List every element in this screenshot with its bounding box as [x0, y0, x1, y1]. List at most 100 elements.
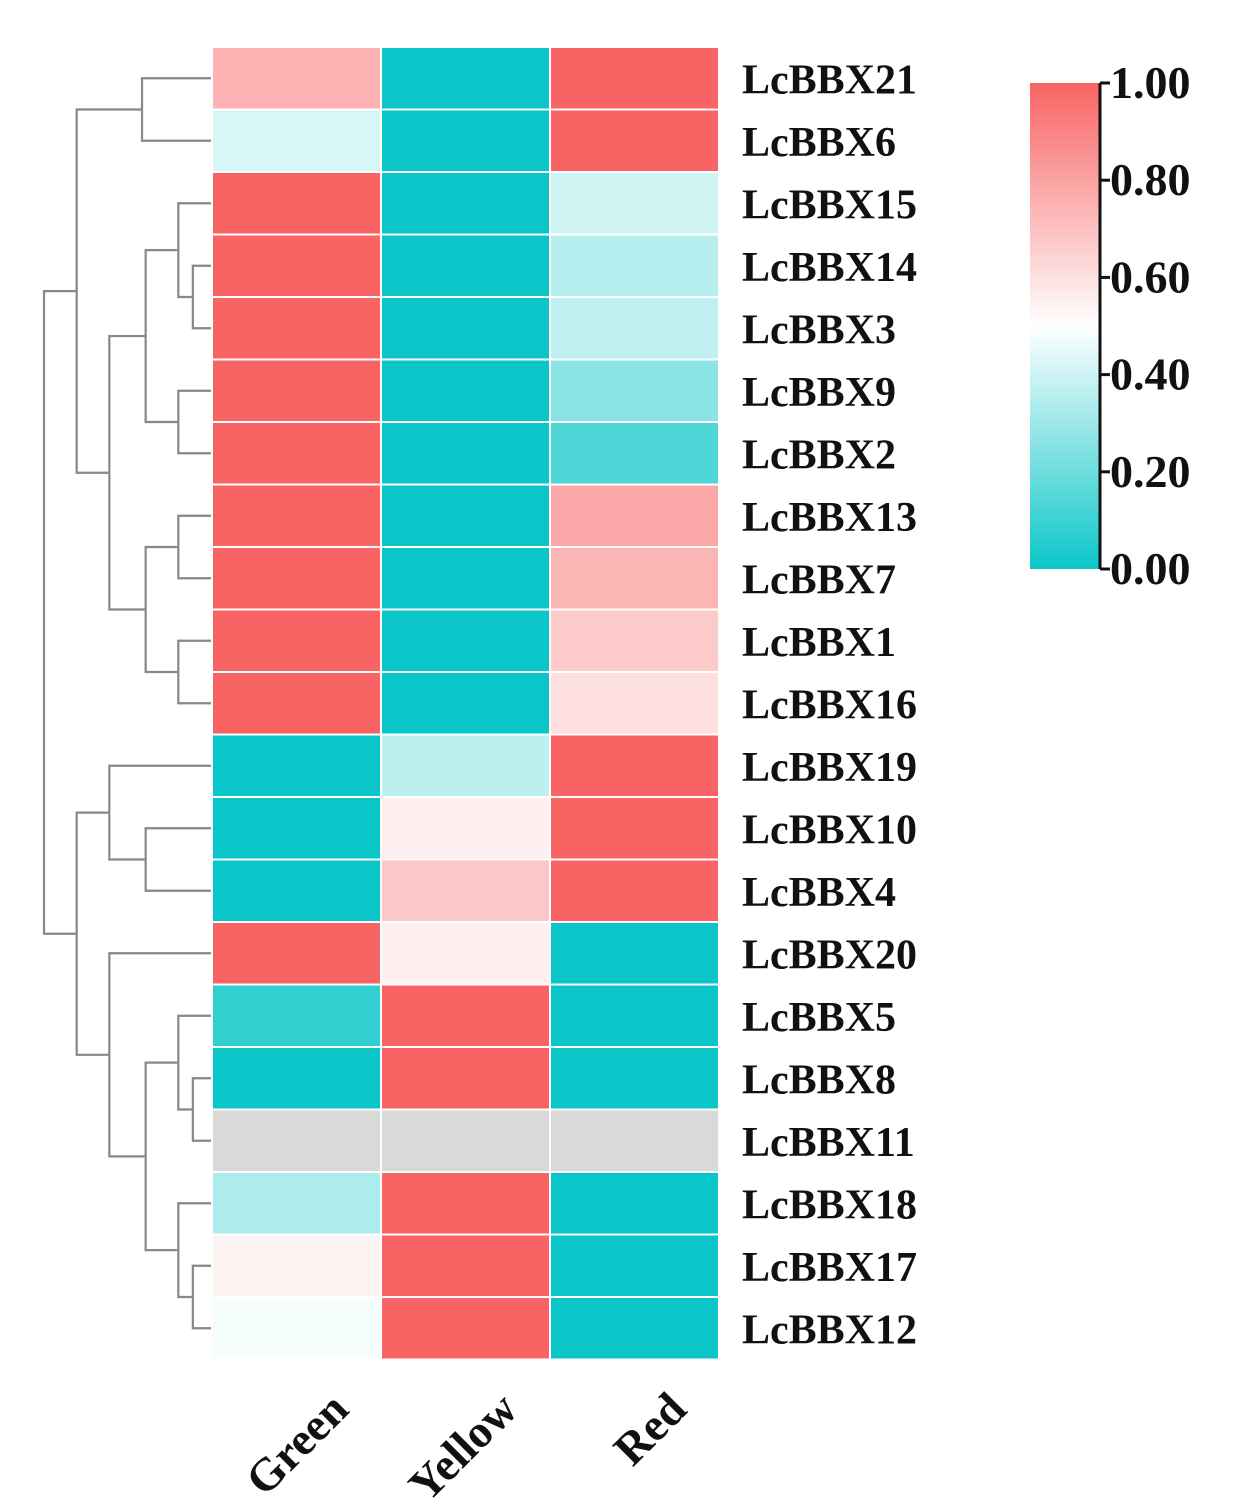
row-label: LcBBX7: [742, 557, 896, 603]
heatmap-cell-lcbbx18-red: [551, 1173, 718, 1234]
row-label: LcBBX18: [742, 1182, 917, 1228]
dendrogram-branch-13: [177, 1014, 211, 1111]
heatmap-cell-lcbbx9-yellow: [382, 360, 549, 421]
dendrogram-branch-19: [42, 290, 77, 935]
heatmap-cell-lcbbx19-red: [551, 735, 718, 796]
dendrogram-branch-8: [108, 334, 146, 611]
heatmap-cell-lcbbx10-red: [551, 798, 718, 859]
dendrogram-branch-12: [191, 1077, 211, 1142]
colorbar-tick-label: 0.00: [1110, 543, 1191, 594]
dendrogram-branch-10: [144, 827, 211, 892]
row-label: LcBBX14: [742, 245, 917, 291]
heatmap-cell-lcbbx11-green: [213, 1110, 380, 1171]
column-label-red: Red: [604, 1382, 696, 1474]
heatmap-cell-lcbbx10-green: [213, 798, 380, 859]
colorbar-tick-label: 0.20: [1110, 446, 1191, 497]
heatmap-cell-lcbbx5-green: [213, 985, 380, 1046]
row-label: LcBBX11: [742, 1120, 915, 1166]
heatmap-cell-lcbbx18-green: [213, 1173, 380, 1234]
heatmap-cell-lcbbx1-yellow: [382, 610, 549, 671]
dendrogram-branch-2: [177, 202, 211, 299]
dendrogram-branch-14: [191, 1264, 211, 1330]
heatmap-cell-lcbbx15-red: [551, 173, 718, 234]
heatmap-cell-lcbbx10-yellow: [382, 798, 549, 859]
heatmap-cell-lcbbx7-red: [551, 548, 718, 609]
heatmap-cell-lcbbx11-yellow: [382, 1110, 549, 1171]
heatmap-cell-lcbbx16-yellow: [382, 673, 549, 734]
heatmap-cell-lcbbx2-red: [551, 423, 718, 484]
row-dendrogram: [42, 77, 211, 1330]
dendrogram-branch-5: [177, 514, 211, 580]
heatmap-cell-lcbbx15-yellow: [382, 173, 549, 234]
heatmap-cell-lcbbx19-yellow: [382, 735, 549, 796]
heatmap-cell-lcbbx21-red: [551, 48, 718, 109]
heatmap-cell-lcbbx3-red: [551, 298, 718, 359]
column-label-yellow: Yellow: [399, 1383, 527, 1509]
heatmap-cells: [213, 48, 718, 1359]
heatmap-cell-lcbbx15-green: [213, 173, 380, 234]
dendrogram-branch-0: [140, 77, 211, 142]
heatmap-cell-lcbbx8-yellow: [382, 1048, 549, 1109]
row-label: LcBBX15: [742, 182, 917, 228]
row-label: LcBBX16: [742, 682, 917, 728]
heatmap-cell-lcbbx3-green: [213, 298, 380, 359]
dendrogram-branch-11: [108, 764, 211, 861]
heatmap-cell-lcbbx17-green: [213, 1235, 380, 1296]
dendrogram-branch-16: [144, 1061, 179, 1252]
heatmap-cell-lcbbx12-yellow: [382, 1298, 549, 1359]
dendrogram-branch-1: [191, 264, 211, 330]
heatmap-cell-lcbbx17-red: [551, 1235, 718, 1296]
colorbar-tick-label: 0.40: [1110, 349, 1191, 400]
heatmap-cell-lcbbx20-yellow: [382, 923, 549, 984]
heatmap-cell-lcbbx11-red: [551, 1110, 718, 1171]
row-label: LcBBX10: [742, 807, 917, 853]
colorbar: 1.00 0.80 0.60 0.40 0.20 0.00: [1030, 57, 1191, 594]
heatmap-cell-lcbbx21-yellow: [382, 48, 549, 109]
row-label: LcBBX13: [742, 495, 917, 541]
heatmap-cell-lcbbx1-green: [213, 610, 380, 671]
row-labels: LcBBX21 LcBBX6 LcBBX15 LcBBX14 LcBBX3 LcBBX9 L…: [742, 57, 917, 1353]
heatmap-cell-lcbbx12-red: [551, 1298, 718, 1359]
heatmap-cell-lcbbx14-yellow: [382, 235, 549, 296]
heatmap-cell-lcbbx18-yellow: [382, 1173, 549, 1234]
heatmap-cell-lcbbx13-green: [213, 485, 380, 546]
dendrogram-branch-4: [144, 249, 179, 424]
heatmap-cell-lcbbx4-yellow: [382, 860, 549, 921]
heatmap-cell-lcbbx21-green: [213, 48, 380, 109]
heatmap-cell-lcbbx2-yellow: [382, 423, 549, 484]
heatmap-cell-lcbbx12-green: [213, 1298, 380, 1359]
heatmap-cell-lcbbx9-red: [551, 360, 718, 421]
row-label: LcBBX20: [742, 932, 917, 978]
dendrogram-branch-15: [177, 1202, 211, 1299]
row-label: LcBBX5: [742, 995, 896, 1041]
dendrogram-branch-7: [144, 545, 179, 674]
heatmap-cell-lcbbx20-red: [551, 923, 718, 984]
heatmap-cell-lcbbx19-green: [213, 735, 380, 796]
dendrogram-branch-18: [75, 811, 110, 1056]
colorbar-tick-label: 0.80: [1110, 154, 1191, 205]
dendrogram-branch-3: [177, 389, 211, 455]
heatmap-cell-lcbbx5-yellow: [382, 985, 549, 1046]
heatmap-cell-lcbbx8-red: [551, 1048, 718, 1109]
heatmap-cell-lcbbx6-green: [213, 110, 380, 171]
heatmap-cell-lcbbx6-yellow: [382, 110, 549, 171]
heatmap-cell-lcbbx20-green: [213, 923, 380, 984]
heatmap-cell-lcbbx16-green: [213, 673, 380, 734]
heatmap-cell-lcbbx1-red: [551, 610, 718, 671]
column-label-green: Green: [236, 1383, 358, 1505]
colorbar-tick-label: 1.00: [1110, 57, 1191, 108]
row-label: LcBBX1: [742, 620, 896, 666]
heatmap-cell-lcbbx4-green: [213, 860, 380, 921]
heatmap-cell-lcbbx9-green: [213, 360, 380, 421]
row-label: LcBBX8: [742, 1057, 896, 1103]
colorbar-gradient: [1030, 83, 1100, 569]
heatmap-cell-lcbbx7-yellow: [382, 548, 549, 609]
row-label: LcBBX9: [742, 370, 896, 416]
row-label: LcBBX17: [742, 1245, 917, 1291]
row-label: LcBBX3: [742, 307, 896, 353]
heatmap-cell-lcbbx13-red: [551, 485, 718, 546]
row-label: LcBBX2: [742, 432, 896, 478]
column-labels: Green Yellow Red: [236, 1382, 696, 1509]
